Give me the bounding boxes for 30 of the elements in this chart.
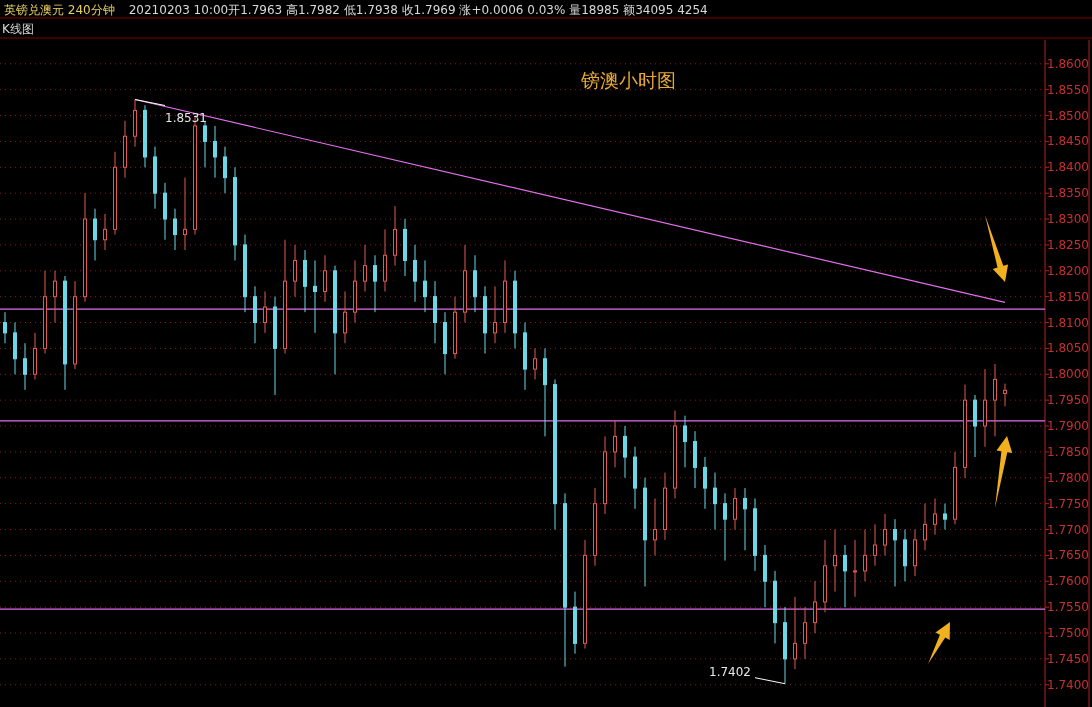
y-tick-label: 1.8450: [1047, 134, 1089, 149]
y-tick-label: 1.7500: [1047, 626, 1089, 640]
y-tick-label: 1.8350: [1047, 186, 1089, 201]
y-tick-label: 1.7400: [1047, 677, 1089, 692]
y-tick-label: 1.8200: [1047, 263, 1089, 278]
y-tick-label: 1.8300: [1047, 212, 1089, 227]
y-tick-label: 1.7650: [1047, 548, 1089, 563]
y-tick-label: 1.8050: [1047, 341, 1089, 356]
y-tick-label: 1.7600: [1047, 574, 1089, 589]
y-tick-label: 1.7700: [1047, 522, 1089, 537]
title: 镑澳小时图: [580, 69, 676, 91]
annotation: 1.7402: [709, 664, 751, 679]
y-tick-label: 1.7850: [1047, 444, 1089, 459]
y-tick-label: 1.7750: [1047, 496, 1089, 511]
y-tick-label: 1.7450: [1047, 651, 1089, 666]
y-tick-label: 1.8500: [1047, 108, 1089, 123]
y-tick-label: 1.7900: [1047, 419, 1089, 434]
y-tick-label: 1.7550: [1047, 600, 1089, 615]
y-tick-label: 1.8600: [1047, 56, 1089, 71]
y-tick-label: 1.8150: [1047, 289, 1089, 304]
chart-subtitle: 英镑兑澳元 240分钟: [4, 3, 115, 17]
header: 英镑兑澳元 240分钟 20210203 10:00开1.7963 高1.7982 低1.7938 收1.7969 涨+0.0006 0.03% 量18985 额34095 4254 K线图: [0, 3, 1092, 39]
y-tick-label: 1.8250: [1047, 237, 1089, 252]
y-tick-label: 1.8100: [1047, 315, 1089, 330]
y-tick-label: 1.8000: [1047, 367, 1089, 382]
annotation: 1.8531: [165, 110, 207, 125]
y-tick-label: 1.7950: [1047, 393, 1089, 408]
y-tick-label: 1.8400: [1047, 160, 1089, 175]
y-tick-label: 1.7800: [1047, 470, 1089, 485]
y-tick-label: 1.8550: [1047, 82, 1089, 97]
